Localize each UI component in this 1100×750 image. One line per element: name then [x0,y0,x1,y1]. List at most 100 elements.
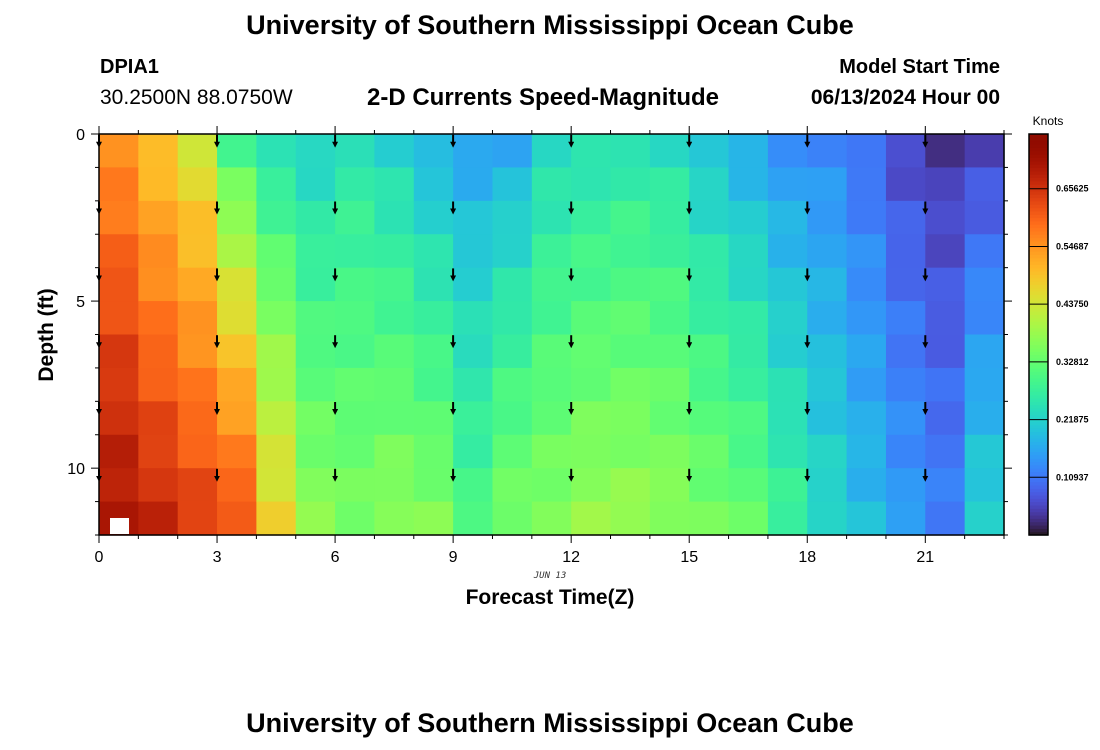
axis-ticks: 0 3 6 9 12 15 18 21 0 5 10 [67,126,1012,566]
heatmap-cell [846,134,887,169]
heatmap-cell [413,267,454,302]
colorbar-segment [1029,364,1048,369]
heatmap-cell [413,234,454,269]
colorbar-segment [1029,391,1048,396]
heatmap-cell [295,468,336,503]
heatmap-cell [335,301,376,336]
heatmap-cell [885,401,926,436]
heatmap-cell [531,134,572,169]
colorbar-segment [1029,204,1048,209]
colorbar-segment [1029,531,1048,536]
heatmap-cell [649,401,690,436]
heatmap-cell [807,501,848,536]
heatmap-cell [925,367,966,402]
heatmap-cell [689,267,730,302]
heatmap-cell [335,367,376,402]
heatmap-cell [413,401,454,436]
heatmap-cell [138,301,179,336]
colorbar-segment [1029,424,1048,429]
heatmap-cell [610,301,651,336]
heatmap-cell [807,401,848,436]
colorbar-segment [1029,334,1048,339]
colorbar-segment [1029,207,1048,212]
heatmap-cell [256,468,297,503]
heatmap-cell [295,267,336,302]
heatmap-cell [885,434,926,469]
heatmap-cell [925,401,966,436]
heatmap-cell [767,134,808,169]
heatmap-cell [925,501,966,536]
colorbar-segment [1029,351,1048,356]
heatmap-cell [217,167,257,202]
colorbar-segment [1029,237,1048,242]
colorbar-segment [1029,271,1048,275]
heatmap-cell [846,301,887,336]
colorbar-segment [1029,294,1048,299]
heatmap-cell [453,167,494,202]
colorbar-segment [1029,214,1048,219]
heatmap-cell [531,267,572,302]
heatmap-cell [138,134,179,169]
colorbar-segment [1029,471,1048,476]
heatmap-cell [925,234,966,269]
heatmap-cell [335,167,376,202]
heatmap-cell [374,468,415,503]
colorbar-frame [1028,133,1049,536]
heatmap-cell [335,334,376,369]
heatmap-cell [453,334,494,369]
heatmap-cell [531,401,572,436]
heatmap-cell [217,134,257,169]
heatmap-cell [256,401,297,436]
colorbar-tick-label: 0.21875 [1056,415,1089,425]
heatmap-cell [885,468,926,503]
heatmap-cell [964,367,1005,402]
colorbar-segment [1029,257,1048,262]
heatmap-cell [925,167,966,202]
colorbar-segment [1029,150,1048,155]
heatmap-cell [964,167,1005,202]
heatmap-cell [453,200,494,235]
heatmap-cell [177,167,218,202]
colorbar-segment [1029,287,1048,292]
heatmap-cell [413,468,454,503]
heatmap-cell [177,401,218,436]
colorbar-segment [1029,451,1048,456]
heatmap-cell [217,334,257,369]
colorbar-segment [1029,337,1048,342]
heatmap-cell [177,134,218,169]
heatmap-cell [649,367,690,402]
heatmap-cell [689,167,730,202]
colorbar-tick-label: 0.43750 [1056,299,1089,309]
heatmap-cell [492,301,533,336]
heatmap-cell [217,434,257,469]
heatmap-cell [571,367,612,402]
heatmap-cell [925,301,966,336]
heatmap-cell [374,334,415,369]
colorbar-segment [1029,401,1048,406]
heatmap-cell [807,167,848,202]
colorbar-segment [1029,297,1048,302]
heatmap-cell [177,501,218,536]
station-coordinates: 30.2500N 88.0750W [100,86,293,109]
heatmap-cell [885,334,926,369]
heatmap-cell [531,501,572,536]
heatmap-cell [256,200,297,235]
heatmap-cell [846,334,887,369]
heatmap-cell [571,167,612,202]
colorbar-segment [1029,441,1048,446]
heatmap-cell [256,501,297,536]
heatmap-cell [925,134,966,169]
heatmap-cell [492,334,533,369]
colorbar-segment [1029,514,1048,519]
heatmap-cell [413,134,454,169]
heatmap-cell [453,501,494,536]
colorbar-segment [1029,331,1048,336]
plot-title: 2-D Currents Speed-Magnitude [367,84,720,111]
colorbar-segment [1029,301,1048,306]
heatmap-cell [571,234,612,269]
heatmap-cell [99,434,139,469]
heatmap-cell [964,334,1005,369]
model-start-value: 06/13/2024 Hour 00 [810,86,1000,109]
heatmap-cell [99,468,139,503]
